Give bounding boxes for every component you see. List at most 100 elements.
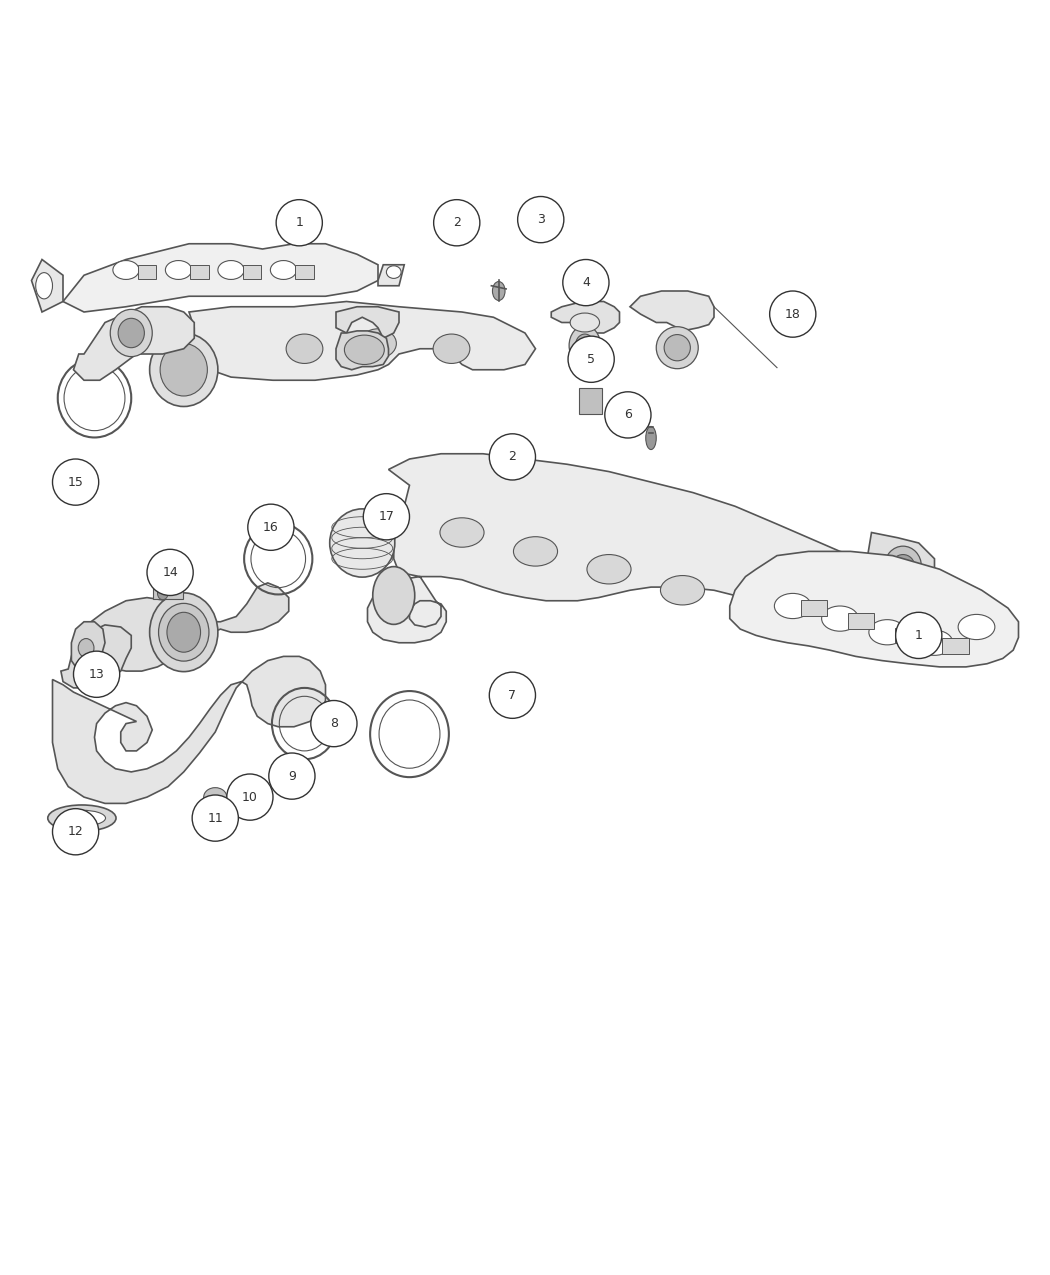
Circle shape <box>52 808 99 854</box>
Ellipse shape <box>734 594 778 623</box>
Circle shape <box>568 337 614 382</box>
Text: 16: 16 <box>264 520 279 534</box>
Polygon shape <box>32 260 63 312</box>
Text: 13: 13 <box>88 668 104 681</box>
Ellipse shape <box>569 325 601 366</box>
Ellipse shape <box>807 557 852 586</box>
Circle shape <box>489 434 536 479</box>
Circle shape <box>52 459 99 505</box>
Text: 18: 18 <box>784 307 801 320</box>
Ellipse shape <box>59 810 105 826</box>
Ellipse shape <box>48 805 116 831</box>
Text: 10: 10 <box>242 790 258 803</box>
Ellipse shape <box>272 769 285 783</box>
Text: 7: 7 <box>508 688 517 701</box>
Polygon shape <box>730 551 1018 667</box>
Ellipse shape <box>513 537 558 566</box>
Ellipse shape <box>575 334 594 357</box>
Polygon shape <box>368 454 887 643</box>
Text: 9: 9 <box>288 770 296 783</box>
Ellipse shape <box>660 575 705 604</box>
Ellipse shape <box>118 319 145 348</box>
Circle shape <box>311 700 357 747</box>
Circle shape <box>896 612 942 658</box>
Ellipse shape <box>821 606 859 631</box>
FancyBboxPatch shape <box>848 613 874 629</box>
Circle shape <box>192 796 238 842</box>
Ellipse shape <box>656 326 698 368</box>
Text: 2: 2 <box>508 450 517 463</box>
Polygon shape <box>336 307 399 338</box>
Ellipse shape <box>775 593 811 618</box>
Text: 2: 2 <box>453 217 461 230</box>
Polygon shape <box>52 657 326 803</box>
FancyBboxPatch shape <box>153 575 183 599</box>
FancyBboxPatch shape <box>801 601 827 616</box>
Ellipse shape <box>884 546 922 587</box>
Circle shape <box>605 391 651 439</box>
Text: 6: 6 <box>624 408 632 422</box>
FancyBboxPatch shape <box>895 627 922 644</box>
Ellipse shape <box>646 426 656 450</box>
Ellipse shape <box>587 555 631 584</box>
Circle shape <box>434 200 480 246</box>
FancyBboxPatch shape <box>579 388 602 414</box>
Ellipse shape <box>492 282 505 301</box>
Ellipse shape <box>958 615 995 640</box>
Ellipse shape <box>240 780 252 793</box>
Text: 8: 8 <box>330 717 338 731</box>
Text: 15: 15 <box>67 476 84 488</box>
Polygon shape <box>71 622 105 671</box>
Ellipse shape <box>359 329 397 358</box>
Polygon shape <box>378 265 404 286</box>
Ellipse shape <box>869 620 905 645</box>
Text: 1: 1 <box>915 629 923 641</box>
FancyBboxPatch shape <box>943 638 969 654</box>
Circle shape <box>563 260 609 306</box>
Polygon shape <box>79 583 289 671</box>
Polygon shape <box>189 301 536 380</box>
Circle shape <box>363 493 410 539</box>
Polygon shape <box>61 625 131 688</box>
Circle shape <box>770 291 816 337</box>
Circle shape <box>269 754 315 799</box>
Ellipse shape <box>204 788 227 807</box>
Ellipse shape <box>433 334 470 363</box>
Ellipse shape <box>891 555 915 578</box>
Polygon shape <box>630 291 714 330</box>
Circle shape <box>248 504 294 551</box>
Ellipse shape <box>218 260 244 279</box>
Ellipse shape <box>344 335 384 365</box>
FancyBboxPatch shape <box>138 265 156 279</box>
Polygon shape <box>63 244 378 312</box>
Circle shape <box>518 196 564 242</box>
Ellipse shape <box>160 343 208 397</box>
Ellipse shape <box>330 509 395 578</box>
Polygon shape <box>74 307 194 380</box>
Text: 11: 11 <box>208 812 223 825</box>
Ellipse shape <box>167 612 201 653</box>
Ellipse shape <box>36 273 52 298</box>
Polygon shape <box>336 332 388 370</box>
Polygon shape <box>551 301 620 333</box>
Text: 12: 12 <box>67 825 84 838</box>
Ellipse shape <box>149 333 218 407</box>
Ellipse shape <box>113 260 139 279</box>
Circle shape <box>74 652 120 697</box>
Text: 1: 1 <box>295 217 303 230</box>
Ellipse shape <box>149 593 218 672</box>
Text: 3: 3 <box>537 213 545 226</box>
FancyBboxPatch shape <box>243 265 261 279</box>
Ellipse shape <box>373 566 415 625</box>
Ellipse shape <box>386 265 401 278</box>
Text: 17: 17 <box>378 510 395 523</box>
Polygon shape <box>866 533 934 598</box>
FancyBboxPatch shape <box>190 265 209 279</box>
Ellipse shape <box>664 334 691 361</box>
Ellipse shape <box>440 518 484 547</box>
FancyBboxPatch shape <box>295 265 314 279</box>
Text: 14: 14 <box>162 566 177 579</box>
Ellipse shape <box>570 314 600 332</box>
Ellipse shape <box>916 630 953 655</box>
Text: 5: 5 <box>587 353 595 366</box>
